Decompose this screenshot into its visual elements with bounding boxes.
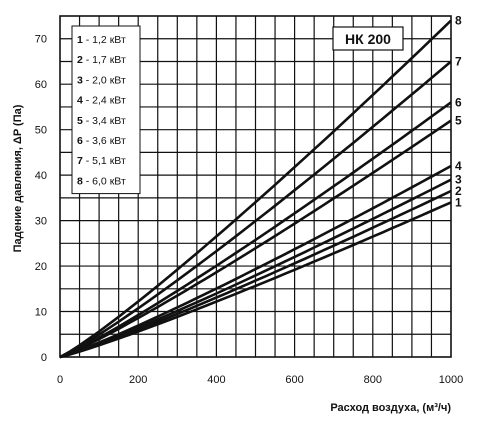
- curve-label-4: 4: [455, 159, 462, 173]
- y-tick-label: 30: [35, 216, 47, 228]
- curve-5: [59, 119, 452, 359]
- legend-entry-8: 8 - 6,0 кВт: [77, 175, 126, 187]
- y-tick-label: 60: [35, 79, 47, 91]
- y-tick-label: 40: [35, 170, 47, 182]
- x-tick-labels: 0 200 400 600 800 1000: [57, 374, 463, 386]
- curve-label-3: 3: [455, 173, 462, 187]
- curve-7: [59, 60, 452, 359]
- y-tick-label: 70: [35, 34, 47, 46]
- curve-2: [59, 189, 452, 359]
- x-tick-label: 600: [285, 374, 303, 386]
- curve-label-1: 1: [455, 195, 462, 209]
- legend-entry-4: 4 - 2,4 кВт: [77, 95, 126, 107]
- y-tick-label: 0: [41, 352, 47, 364]
- legend-box: [71, 25, 141, 195]
- curve-3: [59, 178, 452, 359]
- y-axis-title: Падение давления, ΔP (Па): [12, 104, 24, 252]
- legend-entry-5: 5 - 3,4 кВт: [77, 115, 126, 127]
- legend-entry-3: 3 - 2,0 кВт: [77, 74, 126, 86]
- chart-title: НК 200: [345, 31, 391, 47]
- x-tick-label: 400: [207, 374, 225, 386]
- curve-label-8: 8: [455, 14, 462, 28]
- curve-4: [59, 164, 452, 359]
- curve-label-5: 5: [455, 114, 462, 128]
- curves: [59, 19, 452, 359]
- plot-frame: [59, 15, 452, 358]
- x-axis-title: Расход воздуха, (м³/ч): [330, 402, 451, 414]
- y-tick-labels: 0 10 20 30 40 50 60 70: [35, 34, 47, 364]
- y-tick-label: 20: [35, 261, 47, 273]
- curve-label-2: 2: [455, 184, 462, 198]
- curve-8: [59, 19, 452, 359]
- curve-6: [59, 101, 452, 359]
- curve-1: [59, 201, 452, 359]
- chart-title-box: НК 200: [332, 26, 404, 51]
- x-tick-label: 1000: [439, 374, 463, 386]
- legend-entry-2: 2 - 1,7 кВт: [77, 54, 126, 66]
- curve-label-6: 6: [455, 95, 462, 109]
- x-tick-label: 800: [364, 374, 382, 386]
- curve-label-7: 7: [455, 54, 462, 68]
- y-tick-label: 50: [35, 125, 47, 137]
- x-tick-label: 200: [129, 374, 147, 386]
- legend: 1 - 1,2 кВт 2 - 1,7 кВт 3 - 2,0 кВт 4 - 2,4…: [71, 25, 141, 195]
- x-tick-label: 0: [57, 374, 63, 386]
- y-tick-label: 10: [35, 307, 47, 319]
- legend-entry-7: 7 - 5,1 кВт: [77, 155, 126, 167]
- legend-entry-1: 1 - 1,2 кВт: [77, 34, 126, 46]
- legend-entry-6: 6 - 3,6 кВт: [77, 135, 126, 147]
